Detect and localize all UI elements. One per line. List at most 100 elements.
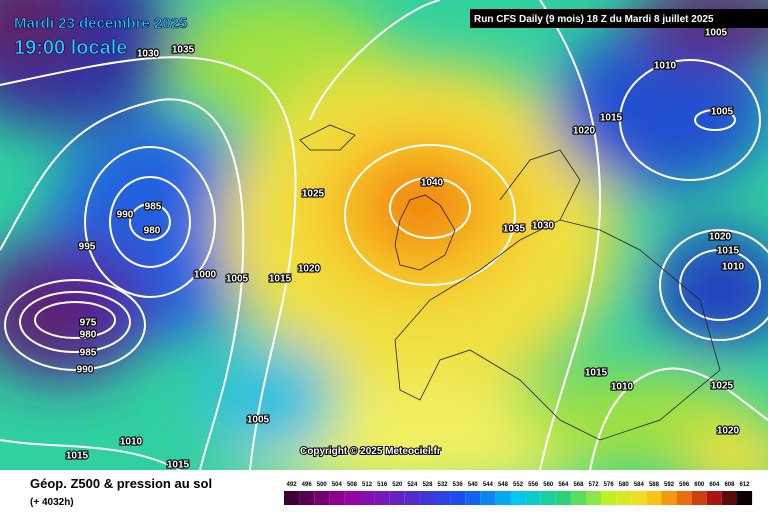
- colorbar-tick: 528: [422, 482, 433, 488]
- colorbar-cell: [555, 491, 571, 505]
- colorbar-tick: 564: [558, 482, 569, 488]
- colorbar-tick: 496: [302, 482, 313, 488]
- colorbar-tick: 520: [392, 482, 403, 488]
- colorbar-cell: [616, 491, 632, 505]
- colorbar-cell: [480, 491, 496, 505]
- coastlines: [299, 124, 721, 441]
- isobar-label: 1020: [717, 426, 740, 437]
- colorbar-cell: [570, 491, 586, 505]
- isobar-label: 1015: [167, 460, 190, 471]
- colorbar-cell: [284, 491, 300, 505]
- colorbar-cell: [465, 491, 481, 505]
- isobar-label: 1020: [709, 232, 732, 243]
- isobar-label: 985: [145, 202, 162, 213]
- isobar-label: 1005: [705, 28, 728, 39]
- isobar-label: 985: [80, 348, 97, 359]
- colorbar-tick: 580: [619, 482, 630, 488]
- run-info: Run CFS Daily (9 mois) 18 Z du Mardi 8 j…: [474, 14, 714, 25]
- isobar-label: 1035: [503, 224, 526, 235]
- colorbar-cell: [540, 491, 556, 505]
- colorbar-tick: 604: [709, 482, 720, 488]
- colorbar-tick: 540: [468, 482, 479, 488]
- isobar-label: 1015: [585, 368, 608, 379]
- date: Mardi 23 décembre 2025: [14, 15, 187, 32]
- isobar-label: 1005: [226, 274, 249, 285]
- colorbar-cell: [495, 491, 511, 505]
- colorbar-cell: [525, 491, 541, 505]
- isobar-label: 1030: [532, 221, 555, 232]
- colorbar-tick: 516: [377, 482, 388, 488]
- isobar-label: 990: [77, 365, 94, 376]
- colorbar-cell: [691, 491, 707, 505]
- colorbar-tick: 568: [573, 482, 584, 488]
- colorbar-tick: 608: [724, 482, 735, 488]
- colorbar-tick: 492: [287, 482, 298, 488]
- isobar-label: 1015: [66, 451, 89, 462]
- copyright: Copyright © 2025 Meteociel.fr: [300, 446, 441, 457]
- isobar-label: 980: [80, 330, 97, 341]
- colorbar-tick: 536: [453, 482, 464, 488]
- colorbar-cell: [329, 491, 345, 505]
- colorbar-tick: 556: [528, 482, 539, 488]
- colorbar-cell: [737, 491, 753, 505]
- colorbar-cell: [676, 491, 692, 505]
- colorbar-tick: 552: [513, 482, 524, 488]
- colorbar-cell: [299, 491, 315, 505]
- colorbar-tick: 584: [634, 482, 645, 488]
- colorbar-tick: 600: [694, 482, 705, 488]
- colorbar-tick: 576: [604, 482, 615, 488]
- isobar-label: 1020: [298, 264, 321, 275]
- isobar-label: 975: [80, 318, 97, 329]
- isobars: [0, 0, 768, 470]
- isobar-label: 1035: [172, 45, 195, 56]
- colorbar-cell: [374, 491, 390, 505]
- colorbar-tick: 548: [498, 482, 509, 488]
- colorbar-cell: [510, 491, 526, 505]
- colorbar-tick: 532: [438, 482, 449, 488]
- colorbar-cell: [646, 491, 662, 505]
- colorbar-cell: [661, 491, 677, 505]
- isobar-label: 1025: [302, 189, 325, 200]
- isobar-label: 1030: [137, 49, 160, 60]
- isobar-label: 1000: [194, 270, 217, 281]
- colorbar-tick: 544: [483, 482, 494, 488]
- run-box: [470, 9, 768, 28]
- isobar-label: 1040: [421, 178, 444, 189]
- colorbar-cell: [359, 491, 375, 505]
- isobar-label: 1015: [269, 274, 292, 285]
- colorbar-cell: [450, 491, 466, 505]
- colorbar-cell: [435, 491, 451, 505]
- isobar-labels: 1035 1030 1005 1010 1005 1015 1020 1025 1040 985 9…: [65, 27, 746, 472]
- isobar-label: 1020: [573, 126, 596, 137]
- colorbar-cell: [344, 491, 360, 505]
- colorbar-cell: [601, 491, 617, 505]
- local-time: 19:00 locale: [14, 37, 127, 59]
- colorbar-tick: 508: [347, 482, 358, 488]
- isobar-label: 1025: [711, 381, 734, 392]
- colorbar-tick: 592: [664, 482, 675, 488]
- colorbar-tick: 524: [407, 482, 418, 488]
- colorbar-tick: 504: [332, 482, 343, 488]
- colorbar: 492 496 500 504 508 512 516 520 524 528 532 536 540 5…: [284, 482, 753, 505]
- colorbar-tick: 512: [362, 482, 373, 488]
- isobar-label: 1010: [722, 262, 745, 273]
- colorbar-tick: 612: [740, 482, 751, 488]
- isobar-label: 990: [117, 210, 134, 221]
- isobar-label: 1010: [611, 382, 634, 393]
- colorbar-cell: [631, 491, 647, 505]
- colorbar-cell: [419, 491, 435, 505]
- colorbar-cell: [389, 491, 405, 505]
- colorbar-cell: [706, 491, 722, 505]
- isobar-label: 1015: [717, 246, 740, 257]
- colorbar-tick: 560: [543, 482, 554, 488]
- colorbar-tick: 500: [317, 482, 328, 488]
- isobar-label: 1010: [654, 61, 677, 72]
- colorbar-cell: [586, 491, 602, 505]
- colorbar-tick: 596: [679, 482, 690, 488]
- colorbar-cell: [721, 491, 737, 505]
- colorbar-cell: [404, 491, 420, 505]
- isobar-label: 1005: [711, 107, 734, 118]
- colorbar-tick: 588: [649, 482, 660, 488]
- isobar-label: 1015: [600, 113, 623, 124]
